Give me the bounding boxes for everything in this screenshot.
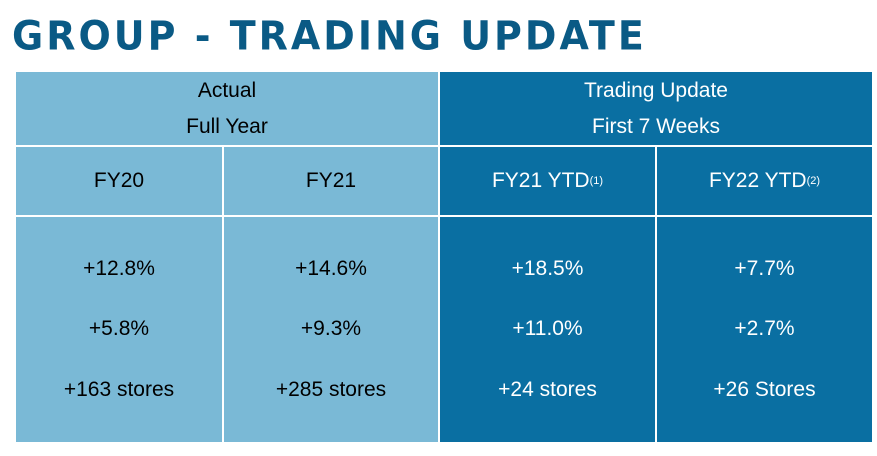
- column-header-fy21-ytd: FY21 YTD (1): [440, 147, 655, 215]
- group-header-line: Trading Update: [584, 78, 728, 102]
- value: +9.3%: [300, 317, 362, 341]
- column-header-fy22-ytd: FY22 YTD (2): [657, 147, 872, 215]
- value: +24 stores: [498, 377, 597, 401]
- column-label: FY22 YTD: [708, 169, 807, 192]
- values-fy22-ytd: +7.7% +2.7% +26 Stores: [657, 217, 872, 442]
- group-header-actual: Actual Full Year: [16, 72, 438, 145]
- column-label: FY20: [93, 169, 145, 192]
- value: +2.7%: [734, 317, 795, 341]
- values-fy20: +12.8% +5.8% +163 stores: [16, 217, 222, 442]
- footnote-ref: (2): [806, 175, 821, 187]
- value: +26 Stores: [713, 377, 816, 401]
- footnote-ref: (1): [589, 175, 604, 187]
- value: +285 stores: [275, 377, 387, 401]
- values-fy21: +14.6% +9.3% +285 stores: [224, 217, 438, 442]
- group-header-line: First 7 Weeks: [592, 114, 720, 138]
- group-header-line: Full Year: [186, 114, 268, 138]
- column-header-fy20: FY20: [16, 147, 222, 215]
- column-label: FY21: [305, 169, 357, 192]
- group-header-trading: Trading Update First 7 Weeks: [440, 72, 872, 145]
- column-label: FY21 YTD: [491, 169, 590, 192]
- value: +14.6%: [295, 257, 367, 281]
- value: +11.0%: [512, 317, 583, 341]
- group-header-line: Actual: [197, 78, 257, 102]
- values-fy21-ytd: +18.5% +11.0% +24 stores: [440, 217, 655, 442]
- value: +12.8%: [83, 257, 155, 281]
- value: +18.5%: [511, 257, 584, 281]
- column-header-fy21: FY21: [224, 147, 438, 215]
- value: +163 stores: [63, 377, 175, 401]
- value: +5.8%: [88, 317, 150, 341]
- page-title: GROUP - TRADING UPDATE: [12, 12, 647, 60]
- value: +7.7%: [734, 257, 795, 281]
